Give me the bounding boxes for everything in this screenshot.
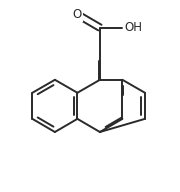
- Text: OH: OH: [124, 21, 142, 34]
- Text: O: O: [73, 8, 82, 21]
